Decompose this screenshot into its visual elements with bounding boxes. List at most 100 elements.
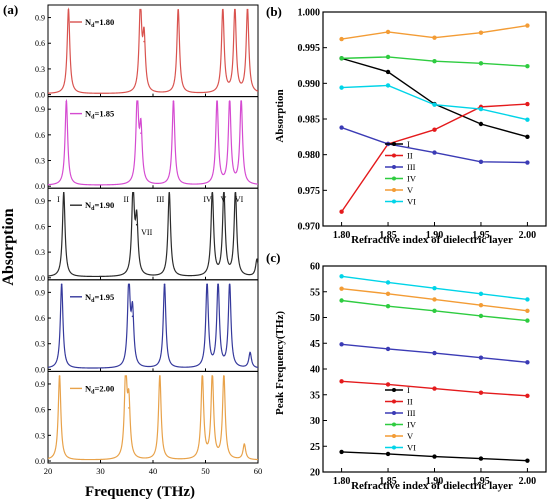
series-point	[525, 135, 529, 139]
series-point	[386, 55, 390, 59]
y-tick-label: 0.0	[35, 182, 45, 191]
resonance-peak	[168, 192, 170, 194]
series-point	[432, 454, 436, 458]
resonance-peak	[217, 284, 219, 286]
series-point	[339, 210, 343, 214]
series-point	[479, 303, 483, 307]
series-point	[339, 286, 343, 290]
y-tick-label: 0.0	[35, 274, 45, 283]
resonance-peak	[132, 192, 134, 194]
y-tick-label: 0.975	[298, 186, 321, 197]
resonance-peak	[212, 192, 214, 194]
y-tick-label: 25	[310, 442, 320, 453]
series-point	[525, 297, 529, 301]
legend-marker	[392, 177, 396, 181]
series-point	[386, 70, 390, 74]
subplot-frame	[48, 97, 258, 189]
series-point	[525, 458, 529, 462]
x-tick-label: 50	[201, 466, 210, 476]
legend-label: Nd=1.95	[85, 292, 114, 304]
series-point	[479, 390, 483, 394]
y-tick-label: 0.980	[298, 150, 321, 161]
series-point	[479, 160, 483, 164]
series-point	[386, 30, 390, 34]
series-point	[432, 35, 436, 39]
series-point	[432, 103, 436, 107]
series-point	[432, 128, 436, 132]
x-tick-label: 20	[44, 466, 53, 476]
series-point	[432, 386, 436, 390]
resonance-peak	[234, 9, 236, 11]
y-tick-label: 0.9	[35, 380, 45, 389]
legend-marker	[392, 388, 396, 392]
resonance-peak	[202, 375, 204, 377]
y-tick-label: 40	[310, 365, 320, 376]
x-tick-label: 2.00	[519, 476, 537, 487]
resonance-peak	[240, 101, 242, 103]
series-line	[342, 104, 528, 212]
y-tick-label: 45	[310, 339, 320, 350]
panel-c-label: (c)	[266, 250, 280, 265]
series-line	[342, 128, 528, 163]
series-point	[525, 23, 529, 27]
mode-label: VI	[235, 195, 244, 204]
legend-label: II	[407, 397, 413, 407]
panel-a-ylabel: Absorption	[0, 208, 17, 285]
resonance-peak	[136, 101, 138, 103]
resonance-peak	[159, 375, 161, 377]
resonance-peak	[59, 375, 61, 377]
series-point	[432, 150, 436, 154]
x-tick-label: 40	[149, 466, 158, 476]
legend-marker	[392, 188, 396, 192]
resonance-peak	[132, 316, 134, 318]
plot-frame	[323, 266, 546, 472]
resonance-peak	[136, 224, 138, 226]
legend-marker	[392, 142, 396, 146]
legend-label: IV	[407, 174, 417, 184]
y-tick-label: 35	[310, 390, 320, 401]
mode-label: VII	[141, 228, 152, 237]
subplot-frame	[48, 371, 258, 463]
panel-b: 0.970 0.975 0.980 0.985 0.990 0.995 1.000 1.80 1…	[298, 8, 547, 242]
y-tick-label: 1.000	[298, 8, 321, 19]
legend-marker	[392, 423, 396, 427]
series-point	[525, 318, 529, 322]
series-point	[525, 309, 529, 313]
legend-label: VI	[407, 197, 416, 207]
y-tick-label: 0.970	[298, 222, 321, 233]
resonance-peak	[177, 9, 179, 11]
y-tick-label: 0.995	[298, 43, 321, 54]
legend-label: II	[407, 151, 413, 161]
mode-label: III	[156, 195, 164, 204]
x-tick-label: 60	[254, 466, 263, 476]
series-point	[479, 456, 483, 460]
series-point	[479, 292, 483, 296]
panel-c-xlabel: Refractive index of dielectric layer	[351, 480, 513, 492]
series-point	[479, 30, 483, 34]
series-point	[339, 342, 343, 346]
mode-label: V	[220, 195, 226, 204]
panel-b-xlabel: Refractive index of dielectric layer	[351, 234, 513, 246]
panel-a-label: (a)	[3, 2, 18, 17]
series-point	[525, 64, 529, 68]
legend-label: V	[407, 431, 414, 441]
x-tick-label: 1.80	[333, 230, 351, 241]
resonance-peak	[235, 192, 237, 194]
series-point	[386, 280, 390, 284]
series-point	[339, 379, 343, 383]
series-point	[525, 394, 529, 398]
y-tick-label: 0.0	[35, 365, 45, 374]
y-tick-label: 0.6	[35, 314, 45, 323]
legend-label: Nd=1.90	[85, 200, 114, 212]
subplot-frame	[48, 5, 258, 97]
legend-marker	[392, 411, 396, 415]
legend-label: Nd=2.00	[85, 383, 114, 395]
y-tick-label: 0.3	[35, 157, 45, 166]
resonance-peak	[249, 353, 251, 355]
subplot-frame	[48, 188, 258, 280]
series-point	[432, 351, 436, 355]
series-point	[432, 286, 436, 290]
series-point	[479, 355, 483, 359]
legend-label: I	[407, 385, 410, 395]
panel-a-xlabel: Frequency (THz)	[85, 484, 195, 500]
